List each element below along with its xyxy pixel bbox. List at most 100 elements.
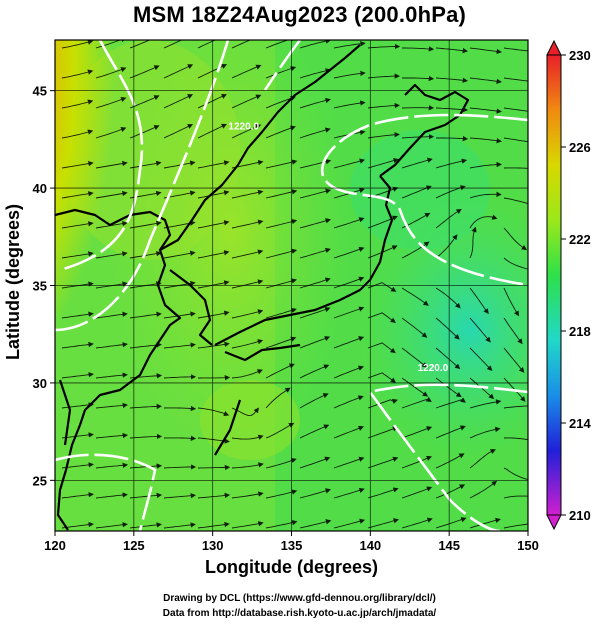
streamline: [333, 306, 365, 319]
streamline: [469, 480, 498, 499]
streamline: [129, 95, 160, 109]
streamline: [231, 189, 264, 199]
streamline: [469, 517, 501, 529]
streamline: [367, 342, 396, 354]
streamline: [469, 317, 491, 343]
streamline: [503, 347, 525, 373]
streamline: [435, 517, 467, 529]
streamline: [333, 187, 365, 199]
streamline: [367, 312, 396, 323]
streamline: [401, 347, 428, 368]
y-tick-label: 30: [33, 376, 47, 391]
streamline: [197, 40, 216, 49]
colorbar-label: 222: [569, 232, 591, 247]
colorbar-bottom-arrow: [546, 514, 562, 531]
streamline: [435, 208, 462, 229]
streamline: [503, 77, 528, 82]
x-axis-label: Longitude (degrees): [204, 557, 378, 577]
streamline: [299, 218, 331, 229]
streamline: [367, 456, 399, 469]
streamline: [95, 462, 129, 469]
y-tick-label: 35: [33, 279, 47, 294]
streamline: [163, 493, 197, 499]
streamline: [129, 220, 162, 229]
streamline: [163, 405, 197, 412]
streamline: [299, 188, 332, 199]
streamline: [129, 403, 163, 410]
streamline: [129, 342, 162, 349]
streamline: [435, 47, 469, 54]
colorbar-top-arrow: [546, 39, 562, 56]
streamline: [469, 449, 496, 469]
streamline: [231, 219, 264, 229]
y-tick-label: 25: [33, 473, 47, 488]
streamline: [367, 73, 401, 79]
streamline: [503, 287, 520, 317]
streamline: [435, 397, 466, 409]
streamline: [469, 399, 502, 409]
streamline: [231, 462, 264, 469]
footer-credit-data: Data from http://database.rish.kyoto-u.a…: [162, 608, 437, 619]
streamline: [61, 492, 94, 499]
x-tick-label: 135: [281, 538, 303, 553]
streamline: [61, 372, 94, 379]
colorbar-label: 226: [569, 140, 591, 155]
streamline: [163, 124, 194, 139]
streamline: [401, 377, 429, 397]
colorbar-label: 210: [569, 508, 591, 523]
y-tick-label: 45: [33, 84, 47, 99]
streamline: [163, 160, 196, 169]
colorbar-label: 218: [569, 324, 591, 339]
streamline: [163, 435, 197, 441]
streamline: [402, 46, 435, 52]
streamline: [265, 40, 297, 49]
streamline: [265, 218, 298, 229]
streamline: [333, 70, 366, 79]
streamline: [299, 424, 330, 439]
streamline: [163, 522, 196, 529]
map-title: MSM 18Z24Aug2023 (200.0hPa): [132, 2, 467, 27]
x-tick-label: 125: [123, 538, 145, 553]
streamline: [367, 398, 398, 409]
streamline: [367, 372, 397, 383]
streamline: [265, 66, 297, 79]
streamline: [231, 64, 262, 79]
streamline: [299, 127, 331, 139]
streamline: [333, 158, 366, 169]
streamline: [299, 307, 331, 319]
streamline: [503, 377, 526, 402]
streamline: [299, 68, 331, 79]
contour-label: 1220.0: [418, 363, 449, 374]
streamline: [129, 433, 163, 440]
contour-labels: 1220.0 1220.0: [228, 122, 448, 375]
streamline: [333, 395, 364, 409]
streamline: [333, 217, 365, 229]
streamline: [299, 247, 331, 259]
streamline: [95, 251, 128, 259]
streamline: [469, 287, 489, 315]
streamline: [503, 317, 523, 345]
streamline: [95, 492, 128, 499]
streamline: [469, 191, 502, 199]
streamline: [163, 40, 183, 49]
streamline: [231, 491, 264, 499]
streamline: [367, 487, 399, 499]
streamline: [299, 393, 329, 409]
streamline: [129, 311, 162, 319]
streamline: [129, 522, 162, 529]
streamline: [163, 64, 194, 79]
streamline: [299, 97, 331, 109]
streamline: [503, 197, 528, 205]
streamline: [265, 248, 298, 259]
streamline: [333, 487, 365, 499]
x-axis: 120 125 130 135 140 145 150: [44, 531, 539, 553]
streamline: [61, 311, 94, 319]
streamline: [265, 489, 298, 499]
streamline: [299, 456, 331, 469]
streamline: [197, 123, 227, 139]
streamline: [367, 157, 399, 169]
streamline: [95, 126, 127, 139]
streamline: [95, 190, 128, 199]
streamline: [265, 363, 295, 379]
streamline: [265, 125, 296, 139]
